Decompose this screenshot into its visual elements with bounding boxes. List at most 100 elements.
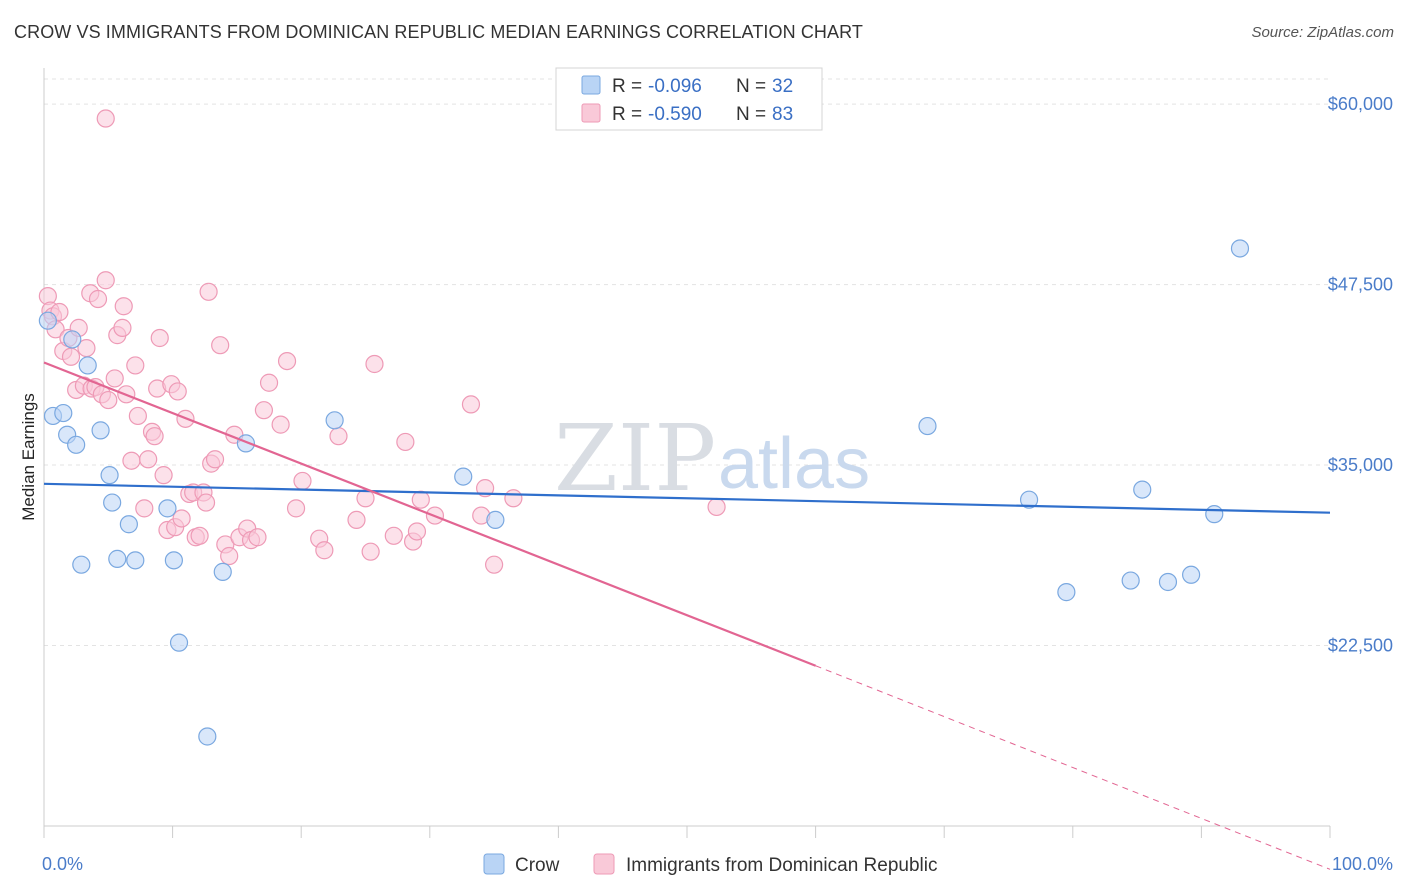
legend-r-value: -0.590: [648, 104, 702, 125]
data-point-crow: [78, 356, 97, 375]
y-tick-labels: $22,500 $35,000 $47,500 $60,000: [1328, 94, 1393, 655]
data-point-dr: [96, 109, 115, 128]
data-point-crow: [1230, 239, 1250, 258]
data-point-dr: [211, 336, 230, 355]
data-point-crow: [158, 499, 177, 518]
data-point-dr: [329, 427, 348, 446]
data-point-dr: [461, 395, 481, 414]
legend-n-value: 32: [772, 76, 793, 97]
data-point-dr: [315, 541, 334, 560]
correlation-legend: R = -0.096 N = 32 R = -0.590 N = 83: [555, 67, 823, 131]
x-tick-labels: 0.0% 100.0%: [42, 854, 1393, 874]
data-point-crow: [198, 727, 217, 746]
y-tick-label: $47,500: [1328, 275, 1393, 295]
data-point-dr: [105, 369, 124, 388]
data-point-dr: [347, 510, 366, 530]
series-legend: Crow Immigrants from Dominican Republic: [483, 853, 938, 876]
data-point-dr: [254, 401, 274, 420]
data-point-dr: [168, 382, 187, 401]
data-point-dr: [205, 450, 225, 469]
data-point-dr: [485, 555, 504, 574]
data-point-dr: [286, 499, 306, 518]
data-point-crow: [67, 435, 86, 454]
data-point-crow: [91, 421, 110, 440]
y-tick-label: $60,000: [1328, 94, 1393, 114]
series-legend-swatch-dr: [593, 853, 615, 875]
series-legend-swatch-crow: [483, 853, 505, 875]
data-point-crow: [103, 493, 122, 512]
data-point-crow: [119, 515, 138, 534]
legend-n-value: 83: [772, 104, 793, 125]
data-point-dr: [139, 450, 158, 469]
axes: [43, 68, 1331, 838]
data-point-dr: [114, 297, 133, 316]
data-point-dr: [475, 479, 495, 498]
data-point-crow: [454, 467, 473, 486]
data-point-crow: [1057, 583, 1076, 602]
data-point-crow: [54, 403, 73, 423]
data-point-dr: [128, 406, 147, 426]
data-point-dr: [293, 471, 312, 491]
series-legend-crow: Crow: [515, 855, 560, 876]
legend-n-label: N =: [736, 104, 766, 125]
chart-title: CROW VS IMMIGRANTS FROM DOMINICAN REPUBL…: [14, 22, 863, 42]
data-point-dr: [361, 542, 380, 561]
data-point-crow: [63, 330, 82, 349]
data-point-crow: [108, 549, 127, 568]
data-point-dr: [135, 499, 154, 518]
data-point-crow: [1205, 505, 1224, 524]
data-point-crow: [38, 311, 57, 330]
trend-line-crow: [43, 482, 1331, 514]
data-point-dr: [126, 356, 145, 375]
legend-r-label: R =: [612, 104, 642, 125]
data-point-crow: [213, 562, 232, 581]
data-point-crow: [486, 510, 505, 530]
data-point-dr: [99, 390, 118, 410]
data-point-crow: [325, 411, 344, 430]
data-point-dr: [504, 489, 523, 508]
watermark-atlas: atlas: [718, 424, 870, 504]
y-tick-label: $35,000: [1328, 455, 1393, 475]
data-point-crow: [100, 466, 119, 485]
x-tick-label: 0.0%: [42, 854, 83, 874]
legend-swatch-crow: [581, 75, 601, 95]
series-dr-points: [38, 109, 726, 574]
data-point-dr: [150, 328, 169, 348]
data-point-crow: [1182, 565, 1201, 584]
data-point-dr: [199, 282, 218, 301]
data-point-dr: [259, 373, 279, 392]
data-point-dr: [396, 432, 415, 452]
data-point-crow: [72, 555, 91, 574]
data-point-dr: [271, 415, 290, 434]
legend-swatch-dr: [581, 103, 601, 123]
data-point-dr: [365, 354, 384, 374]
data-point-dr: [220, 546, 239, 566]
data-point-dr: [707, 497, 726, 517]
data-point-crow: [1019, 490, 1039, 509]
data-point-dr: [61, 347, 81, 366]
data-point-crow: [126, 551, 145, 570]
trend-line-dr: [815, 665, 1331, 870]
watermark-zip: ZIP: [554, 405, 716, 512]
series-legend-dr: Immigrants from Dominican Republic: [626, 855, 938, 876]
data-point-dr: [411, 490, 430, 509]
watermark: ZIP atlas: [554, 405, 870, 512]
legend-n-label: N =: [736, 76, 766, 97]
x-tick-label: 100.0%: [1332, 854, 1393, 874]
y-axis-label: Median Earnings: [19, 393, 38, 521]
data-point-dr: [88, 289, 108, 309]
data-point-crow: [918, 416, 937, 436]
data-point-crow: [164, 551, 183, 570]
data-point-crow: [1158, 572, 1178, 592]
data-point-dr: [172, 509, 191, 528]
data-point-dr: [154, 466, 173, 485]
trend-line-dr: [43, 361, 817, 667]
data-point-dr: [277, 351, 297, 371]
data-point-dr: [145, 427, 164, 446]
data-point-crow: [1133, 480, 1152, 499]
data-point-dr: [196, 493, 216, 512]
legend-r-label: R =: [612, 76, 642, 97]
y-tick-label: $22,500: [1328, 636, 1393, 656]
data-point-dr: [96, 271, 115, 290]
